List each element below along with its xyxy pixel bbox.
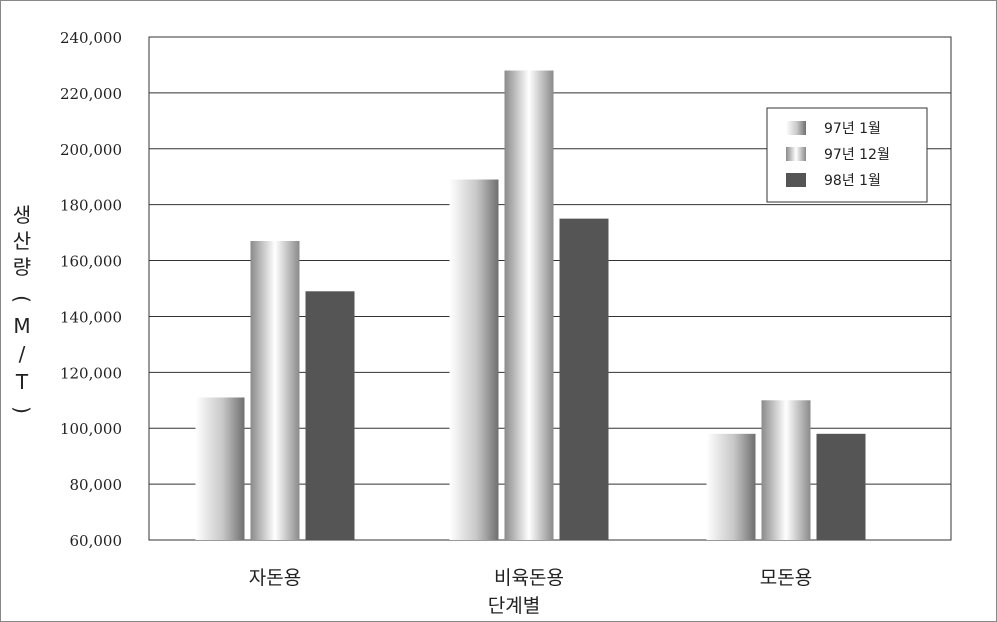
bar	[761, 400, 811, 540]
category-label: 비육돈용	[494, 567, 564, 589]
category-labels: 자돈용 비육돈용 모돈용	[249, 567, 812, 589]
legend-swatch	[786, 173, 806, 187]
y-tick-label: 100,000	[60, 420, 122, 438]
y-axis-label-char: /	[19, 342, 26, 366]
legend-label: 98년 1월	[824, 173, 881, 189]
y-axis-label-char: 산	[13, 229, 31, 253]
legend-label: 97년 1월	[824, 121, 881, 137]
bar	[706, 433, 756, 540]
y-tick-label: 200,000	[60, 141, 122, 159]
bar	[449, 179, 499, 540]
y-axis-label-char: 량	[13, 255, 31, 279]
bar	[504, 70, 554, 541]
y-tick-label: 240,000	[60, 29, 122, 47]
y-axis-label-char: T	[15, 370, 29, 394]
category-label: 모돈용	[760, 567, 812, 589]
y-axis-label-char: M	[13, 314, 30, 338]
y-tick-label: 180,000	[60, 197, 122, 215]
y-axis-label-char: )	[10, 406, 34, 414]
y-tick-label: 160,000	[60, 253, 122, 271]
bar	[305, 291, 355, 540]
y-tick-label: 80,000	[70, 476, 123, 494]
x-axis-label: 단계별	[488, 595, 540, 617]
legend-label: 97년 12월	[824, 147, 890, 163]
y-axis-label: 생산량 ( M / T)	[10, 203, 34, 414]
bars	[195, 70, 866, 541]
legend: 97년 1월 97년 12월 98년 1월	[766, 107, 928, 203]
bar	[250, 240, 300, 540]
bar	[816, 433, 866, 540]
y-tick-label: 120,000	[60, 364, 122, 382]
y-tick-label: 220,000	[60, 85, 122, 103]
bar	[195, 397, 245, 540]
y-tick-labels: 60,000 80,000 100,000 120,000 140,000 160,000…	[60, 29, 122, 550]
y-tick-label: 140,000	[60, 308, 122, 326]
y-tick-label: 60,000	[70, 532, 123, 550]
category-label: 자돈용	[249, 567, 301, 589]
y-axis-label-char: 생	[13, 203, 31, 227]
legend-swatch	[786, 121, 806, 135]
bar	[559, 218, 609, 540]
legend-swatch	[786, 147, 806, 161]
y-axis-label-char: (	[10, 295, 34, 303]
